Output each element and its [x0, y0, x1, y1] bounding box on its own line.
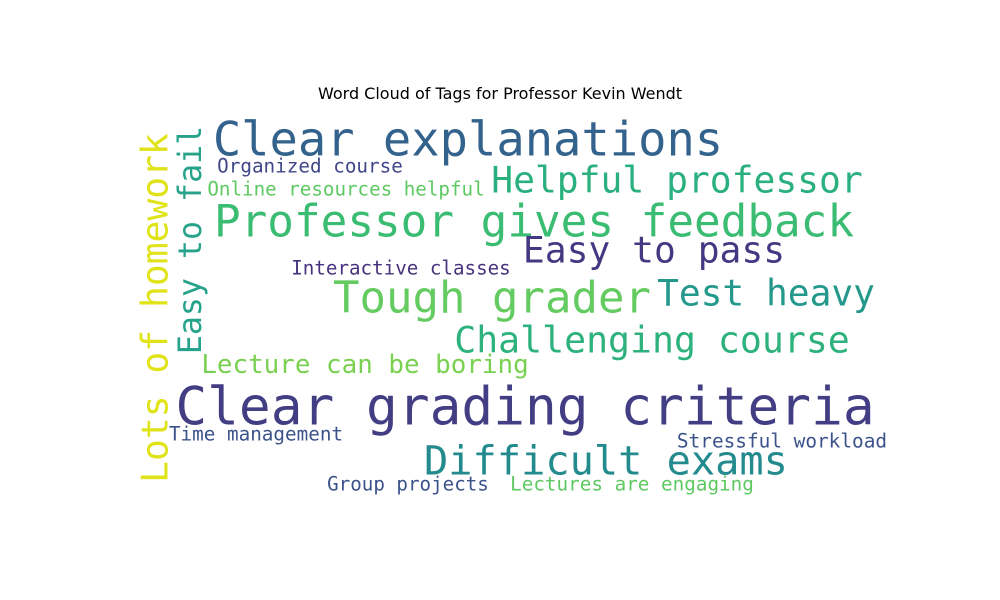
word-easy-to-pass: Easy to pass: [523, 229, 785, 272]
word-time-management: Time management: [169, 423, 343, 446]
word-stressful-workload: Stressful workload: [677, 430, 887, 453]
word-professor-gives-feedback: Professor gives feedback: [214, 197, 854, 248]
word-lectures-are-engaging: Lectures are engaging: [510, 473, 754, 496]
word-clear-explanations: Clear explanations: [213, 113, 723, 168]
word-test-heavy: Test heavy: [657, 272, 875, 315]
word-clear-grading-criteria: Clear grading criteria: [175, 377, 874, 438]
word-difficult-exams: Difficult exams: [424, 438, 788, 485]
word-easy-to-fail: Easy to fail: [173, 126, 209, 354]
word-organized-course: Organized course: [217, 155, 403, 178]
word-lecture-can-be-boring: Lecture can be boring: [201, 350, 528, 380]
word-tough-grader: Tough grader: [333, 273, 651, 324]
chart-title: Word Cloud of Tags for Professor Kevin W…: [317, 84, 683, 103]
word-online-resources-helpful: Online resources helpful: [207, 178, 484, 201]
word-interactive-classes: Interactive classes: [291, 257, 511, 280]
word-group-projects: Group projects: [327, 473, 489, 496]
word-challenging-course: Challenging course: [454, 319, 850, 362]
word-lots-of-homework: Lots of homework: [134, 133, 177, 483]
word-helpful-professor: Helpful professor: [491, 159, 863, 202]
